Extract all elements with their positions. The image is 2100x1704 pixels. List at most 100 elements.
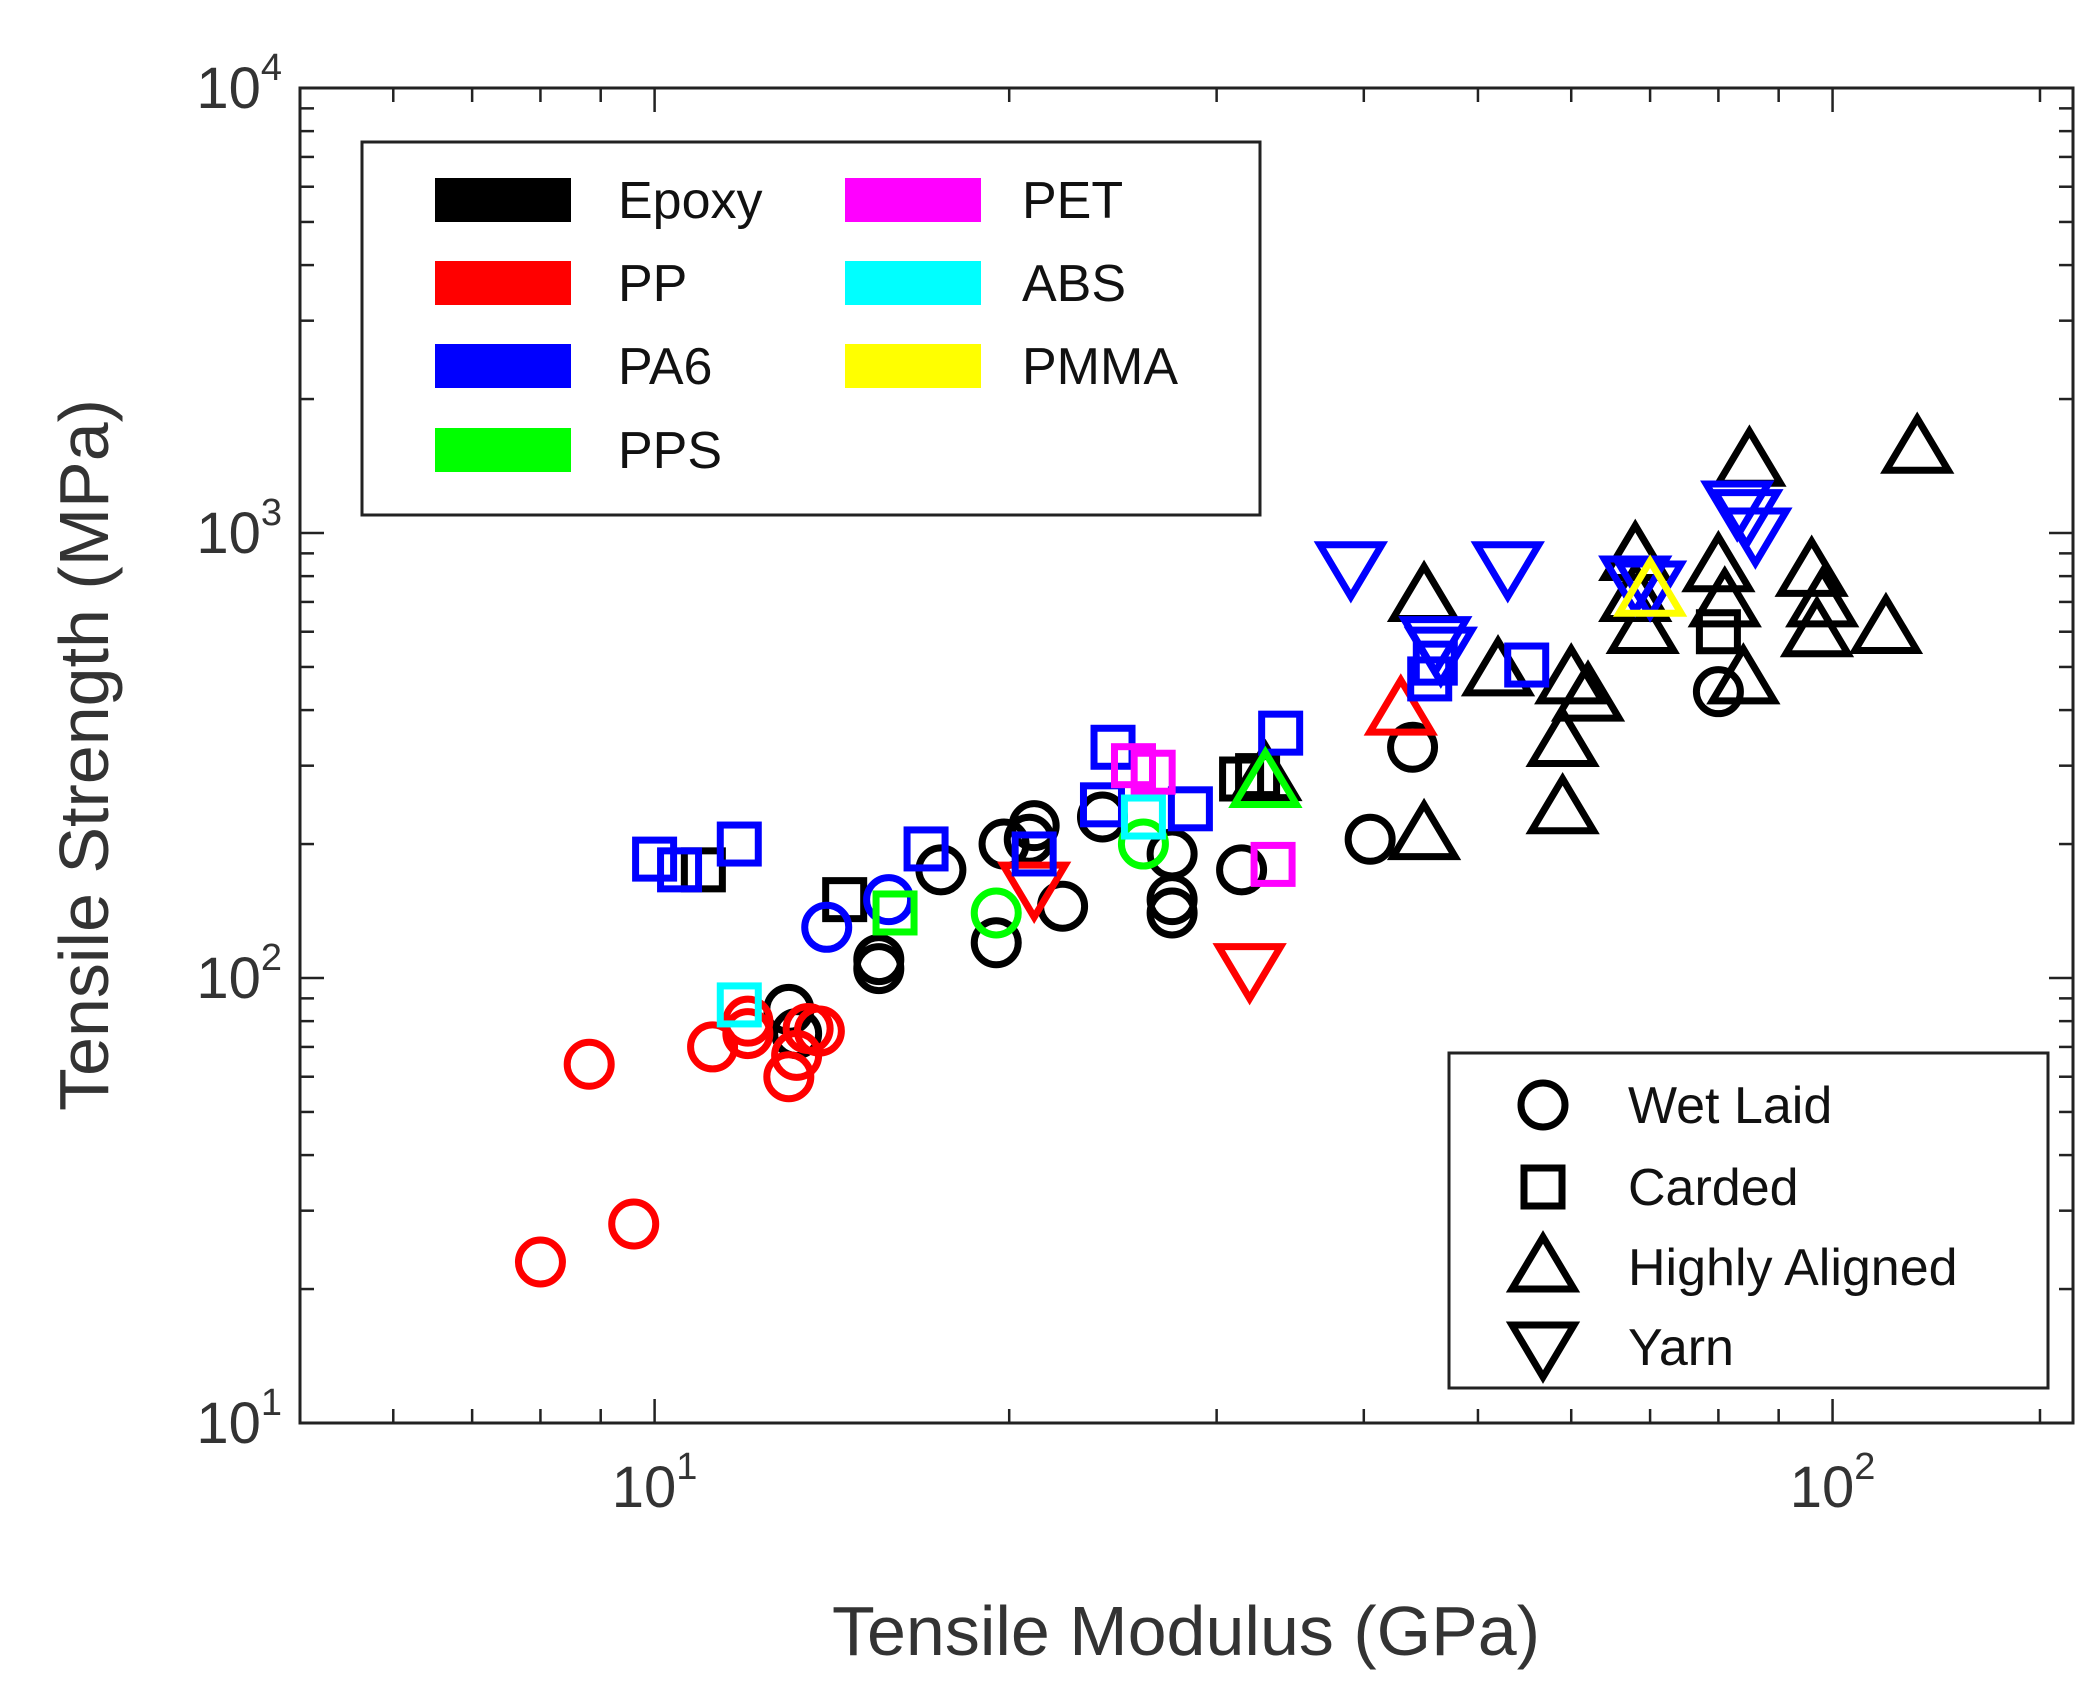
data-point-pa6-square bbox=[1504, 642, 1550, 688]
data-point-pa6-triangle-down bbox=[1598, 555, 1673, 618]
data-point-pp-circle bbox=[514, 1236, 566, 1288]
data-point-epoxy-square bbox=[1695, 609, 1741, 655]
data-point-pet-square bbox=[1250, 841, 1296, 887]
data-point-epoxy-circle bbox=[1344, 813, 1396, 865]
legend-swatch-pet bbox=[845, 178, 981, 222]
series-pet-square bbox=[1110, 743, 1296, 887]
x-tick-label: 102 bbox=[1790, 1446, 1876, 1520]
data-points bbox=[514, 411, 1955, 1288]
legend-swatch-pp bbox=[435, 261, 571, 305]
data-point-pa6-square bbox=[1011, 831, 1057, 877]
data-point-pps-circle bbox=[1117, 818, 1169, 870]
data-point-pa6-triangle-down bbox=[1403, 626, 1478, 689]
series-abs-square bbox=[716, 794, 1166, 1028]
x-tick-label: 101 bbox=[612, 1446, 698, 1520]
legend-swatch-abs bbox=[845, 261, 981, 305]
data-point-pa6-triangle-down bbox=[1718, 507, 1793, 570]
y-tick-exponent: 1 bbox=[261, 1382, 282, 1424]
data-point-pp-triangle-down bbox=[1212, 943, 1287, 1006]
x-tick-exponent: 1 bbox=[676, 1446, 697, 1488]
data-point-epoxy-triangle-up bbox=[1598, 518, 1673, 582]
data-point-abs-square bbox=[1120, 794, 1166, 840]
data-point-pp-circle bbox=[763, 1051, 815, 1103]
series-pa6-square bbox=[632, 640, 1550, 893]
series-epoxy-triangle-up bbox=[1228, 411, 1955, 861]
legend-swatch-epoxy bbox=[435, 178, 571, 222]
legend-label-carded: Carded bbox=[1628, 1159, 1799, 1217]
legend-marker-triangle-up bbox=[1505, 1230, 1581, 1293]
y-axis-title: Tensile Strength (MPa) bbox=[45, 399, 123, 1111]
data-point-pet-square bbox=[1130, 749, 1176, 795]
plot-area-frame bbox=[298, 86, 2075, 1425]
data-point-epoxy-circle bbox=[1008, 800, 1060, 852]
data-point-pa6-square bbox=[903, 826, 949, 872]
data-point-epoxy-circle bbox=[970, 917, 1022, 969]
legend-label-abs: ABS bbox=[1022, 255, 1126, 313]
legend-label-epoxy: Epoxy bbox=[618, 172, 763, 230]
data-point-pp-triangle-up bbox=[1363, 673, 1438, 736]
x-tick-base: 10 bbox=[1790, 1455, 1855, 1520]
data-point-epoxy-triangle-up bbox=[1706, 642, 1781, 705]
data-point-pp-circle bbox=[563, 1038, 615, 1090]
legend-label-pps: PPS bbox=[618, 422, 722, 480]
data-point-pa6-square bbox=[657, 847, 703, 893]
process-legend-box bbox=[1447, 1051, 2050, 1390]
series-pps-square bbox=[872, 890, 918, 936]
data-point-epoxy-triangle-up bbox=[1550, 659, 1626, 722]
y-tick-base: 10 bbox=[196, 501, 261, 566]
series-pmma-triangle-up bbox=[1612, 554, 1688, 617]
legend-marker-square bbox=[1520, 1164, 1566, 1210]
legend-label-pp: PP bbox=[618, 255, 687, 313]
y-tick-base: 10 bbox=[196, 1391, 261, 1456]
y-tick-exponent: 4 bbox=[261, 47, 282, 89]
legend-label-yarn: Yarn bbox=[1628, 1319, 1734, 1377]
x-tick-base: 10 bbox=[612, 1455, 677, 1520]
y-tick-label: 103 bbox=[196, 492, 282, 566]
series-pps-triangle-up bbox=[1228, 745, 1303, 808]
data-point-epoxy-triangle-up bbox=[1687, 565, 1762, 628]
data-point-epoxy-circle bbox=[1216, 844, 1268, 896]
data-point-pa6-square bbox=[1258, 710, 1304, 756]
y-tick-exponent: 3 bbox=[261, 492, 282, 534]
data-point-pa6-square bbox=[716, 821, 762, 867]
legend-label-pet: PET bbox=[1022, 172, 1123, 230]
legend-swatch-pps bbox=[435, 428, 571, 472]
data-point-epoxy-triangle-up bbox=[1525, 771, 1600, 835]
data-point-epoxy-triangle-up bbox=[1228, 738, 1303, 802]
data-point-pa6-triangle-down bbox=[1470, 541, 1545, 604]
data-point-epoxy-triangle-up bbox=[1525, 704, 1600, 767]
legend-marker-circle bbox=[1517, 1079, 1569, 1131]
data-point-epoxy-circle bbox=[1146, 874, 1198, 926]
legend-swatch-pa6 bbox=[435, 344, 571, 388]
y-tick-base: 10 bbox=[196, 56, 261, 121]
data-point-pmma-triangle-up bbox=[1612, 554, 1688, 617]
y-tick-exponent: 2 bbox=[261, 937, 282, 979]
data-point-pps-triangle-up bbox=[1228, 745, 1303, 808]
x-axis-title: Tensile Modulus (GPa) bbox=[832, 1592, 1540, 1670]
data-point-pa6-circle bbox=[801, 901, 853, 953]
data-point-pa6-square bbox=[632, 836, 678, 882]
series-pp-triangle-down bbox=[996, 861, 1287, 1006]
data-point-epoxy-triangle-up bbox=[1848, 591, 1924, 655]
data-point-pps-circle bbox=[970, 887, 1022, 939]
legend-label-wet-laid: Wet Laid bbox=[1628, 1077, 1832, 1135]
y-tick-label: 101 bbox=[196, 1382, 282, 1456]
data-point-epoxy-triangle-up bbox=[1598, 559, 1673, 622]
y-tick-label: 102 bbox=[196, 937, 282, 1011]
legend-label-pa6: PA6 bbox=[618, 338, 712, 396]
data-point-epoxy-triangle-up bbox=[1386, 797, 1462, 861]
series-pa6-triangle-down bbox=[1313, 480, 1793, 689]
data-point-pa6-triangle-down bbox=[1313, 541, 1389, 604]
legend-label-pmma: PMMA bbox=[1022, 338, 1178, 396]
data-point-abs-square bbox=[716, 982, 762, 1028]
data-point-pp-circle bbox=[608, 1198, 660, 1250]
data-point-epoxy-circle bbox=[1692, 666, 1744, 718]
legend-label-highly-aligned: Highly Aligned bbox=[1628, 1239, 1958, 1297]
data-point-epoxy-circle bbox=[853, 934, 905, 986]
matrix-legend: Epoxy PP PA6 PPS PET ABS PMMA bbox=[360, 140, 1262, 517]
y-tick-label: 104 bbox=[196, 47, 282, 121]
data-point-pp-triangle-down bbox=[996, 861, 1072, 925]
data-point-epoxy-triangle-up bbox=[1880, 411, 1955, 474]
